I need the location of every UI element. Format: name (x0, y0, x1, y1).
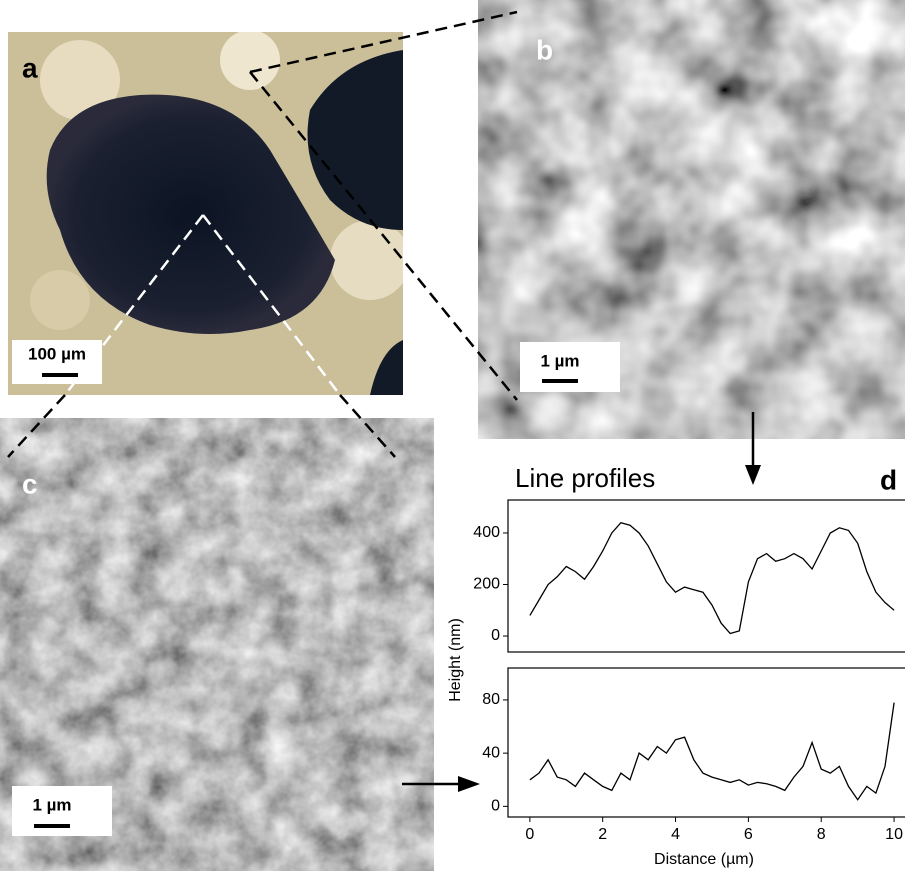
y-tick-label: 0 (491, 627, 500, 644)
afm-image-b (517, 12, 905, 400)
figure: a b c 100 µm 1 µm 1 µm Line profiles d H… (0, 0, 905, 871)
plot-frame (508, 500, 905, 652)
panel-label: b (536, 34, 553, 65)
y-tick-label: 400 (473, 524, 500, 541)
arrow-heads (458, 465, 761, 792)
panel-label: d (880, 464, 897, 495)
x-axis-label: Distance (µm) (654, 851, 754, 868)
y-tick-label: 0 (491, 798, 500, 815)
scale-bar-label: 1 µm (32, 795, 71, 814)
plot-frame (508, 668, 905, 817)
x-tick-label: 0 (525, 826, 534, 843)
chart-title: Line profiles (515, 463, 655, 493)
x-tick-label: 4 (671, 826, 680, 843)
profile-line (530, 703, 894, 800)
panel-label: a (22, 52, 38, 83)
panel-label: c (22, 468, 38, 499)
x-tick-label: 2 (598, 826, 607, 843)
x-tick-label: 10 (885, 826, 903, 843)
x-tick-label: 8 (817, 826, 826, 843)
scale-bar-label: 1 µm (540, 351, 579, 370)
y-tick-label: 80 (482, 691, 500, 708)
scale-bar-label: 100 µm (28, 344, 86, 363)
profile-line (530, 523, 894, 634)
y-tick-label: 200 (473, 576, 500, 593)
x-tick-label: 6 (744, 826, 753, 843)
y-axis-label: Height (nm) (447, 618, 464, 702)
y-tick-label: 40 (482, 744, 500, 761)
